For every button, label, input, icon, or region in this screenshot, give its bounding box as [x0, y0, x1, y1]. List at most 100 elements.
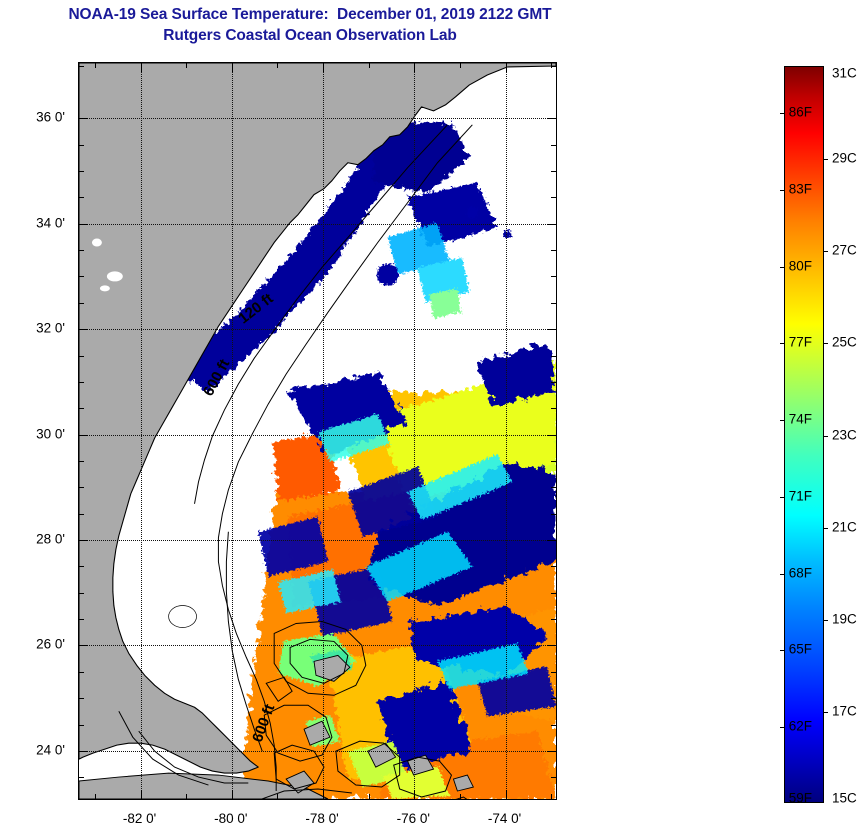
lat-tick-label-0: 36 0' [36, 109, 65, 125]
gridline-lon [140, 63, 142, 799]
axis-tick-major [547, 329, 556, 331]
axis-tick-major [79, 750, 88, 752]
axis-tick-minor [551, 794, 553, 799]
lon-tick-label-0: -82 0' [122, 811, 157, 826]
axis-tick-minor [551, 460, 556, 462]
axis-tick-major [547, 750, 556, 752]
axis-tick-minor [551, 197, 556, 199]
lon-tick-label-3: -76 0' [396, 811, 430, 826]
chart-title-block: NOAA-19 Sea Surface Temperature: Decembe… [0, 4, 620, 46]
colorbar-tick-f [780, 113, 785, 115]
axis-tick-minor [551, 724, 556, 726]
lat-tick-label-5: 26 0' [36, 636, 65, 652]
page-subtitle: Rutgers Coastal Ocean Observation Lab [163, 27, 457, 44]
lat-tick-label-6: 24 0' [36, 742, 65, 758]
axis-tick-major [79, 645, 88, 647]
axis-tick-major [414, 63, 416, 72]
axis-tick-minor [79, 144, 84, 146]
colorbar-fahrenheit-label-1: 83F [788, 181, 812, 197]
colorbar-fahrenheit-label-8: 62F [788, 718, 812, 734]
colorbar-fahrenheit-label-9: 59F [788, 790, 812, 806]
colorbar-tick-c [823, 619, 828, 621]
lat-tick-label-3: 30 0' [36, 426, 65, 442]
axis-tick-minor [551, 355, 556, 357]
axis-tick-minor [459, 794, 461, 799]
axis-tick-minor [551, 408, 556, 410]
gridline-lat [79, 329, 556, 331]
colorbar-celsius-label-7: 17C [832, 703, 857, 719]
colorbar-tick-f [780, 266, 785, 268]
colorbar-fahrenheit-label-0: 86F [788, 104, 812, 120]
axis-tick-major [547, 434, 556, 436]
colorbar-tick-f [780, 650, 785, 652]
axis-tick-minor [79, 197, 84, 199]
colorbar-tick-c [823, 343, 828, 345]
gridline-lat [79, 223, 556, 225]
gridline-lon [414, 63, 416, 799]
axis-tick-minor [79, 698, 84, 700]
bathymetry-contours [118, 124, 473, 799]
axis-tick-major [231, 63, 233, 72]
colorbar-fahrenheit-label-5: 71F [788, 488, 812, 504]
axis-tick-major [547, 645, 556, 647]
lat-tick-label-1: 34 0' [36, 215, 65, 231]
axis-tick-minor [79, 671, 84, 673]
gridline-lat [79, 645, 556, 647]
lon-tick-label-4: -74 0' [487, 811, 522, 826]
axis-tick-major [505, 790, 507, 799]
colorbar-tick-c [823, 435, 828, 437]
axis-tick-minor [79, 619, 84, 621]
axis-tick-major [547, 223, 556, 225]
axis-tick-minor [551, 698, 556, 700]
colorbar-fahrenheit-label-4: 74F [788, 411, 812, 427]
axis-tick-minor [551, 566, 556, 568]
axis-tick-minor [79, 487, 84, 489]
gridline-lon [505, 63, 507, 799]
axis-tick-minor [551, 592, 556, 594]
colorbar-celsius-label-4: 23C [832, 427, 857, 442]
axis-tick-minor [459, 63, 461, 68]
lat-tick-label-2: 32 0' [36, 320, 65, 336]
colorbar-celsius-label-2: 27C [832, 242, 857, 258]
axis-tick-minor [79, 724, 84, 726]
lat-tick-label-4: 28 0' [36, 531, 65, 547]
gridline-lat [79, 434, 556, 436]
axis-tick-major [547, 540, 556, 542]
axis-tick-major [79, 540, 88, 542]
axis-tick-minor [551, 619, 556, 621]
colorbar-tick-f [780, 343, 785, 345]
axis-tick-major [231, 790, 233, 799]
colorbar-tick-f [780, 573, 785, 575]
colorbar-fahrenheit-label-2: 80F [788, 258, 812, 274]
map-gridlines [79, 63, 556, 799]
axis-tick-minor [186, 794, 188, 799]
axis-tick-minor [551, 250, 556, 252]
axis-tick-minor [551, 63, 553, 68]
colorbar-tick-c [823, 159, 828, 161]
colorbar-tick-c [823, 251, 828, 253]
temperature-colorbar[interactable] [780, 66, 828, 803]
axis-tick-major [140, 790, 142, 799]
sst-map-plot[interactable]: 120 ft 600 ft 600 ft [78, 62, 557, 800]
colorbar-tick-f [780, 496, 785, 498]
colorbar-celsius-label-1: 29C [832, 150, 857, 166]
axis-tick-minor [79, 592, 84, 594]
colorbar-tick-c [823, 711, 828, 713]
axis-tick-minor [79, 408, 84, 410]
colorbar-fahrenheit-label-7: 65F [788, 641, 812, 657]
axis-tick-minor [79, 65, 84, 67]
gridline-lat [79, 118, 556, 120]
axis-tick-major [79, 118, 88, 120]
axis-tick-minor [79, 355, 84, 357]
axis-tick-minor [79, 250, 84, 252]
map-clip: 120 ft 600 ft 600 ft [79, 63, 556, 799]
colorbar-tick-f [780, 727, 785, 729]
axis-tick-major [505, 63, 507, 72]
gridline-lon [323, 63, 325, 799]
axis-tick-minor [551, 171, 556, 173]
lon-tick-label-1: -80 0' [214, 811, 248, 826]
axis-tick-major [140, 63, 142, 72]
axis-tick-minor [79, 460, 84, 462]
colorbar-celsius-label-5: 21C [832, 519, 857, 535]
axis-tick-minor [79, 566, 84, 568]
